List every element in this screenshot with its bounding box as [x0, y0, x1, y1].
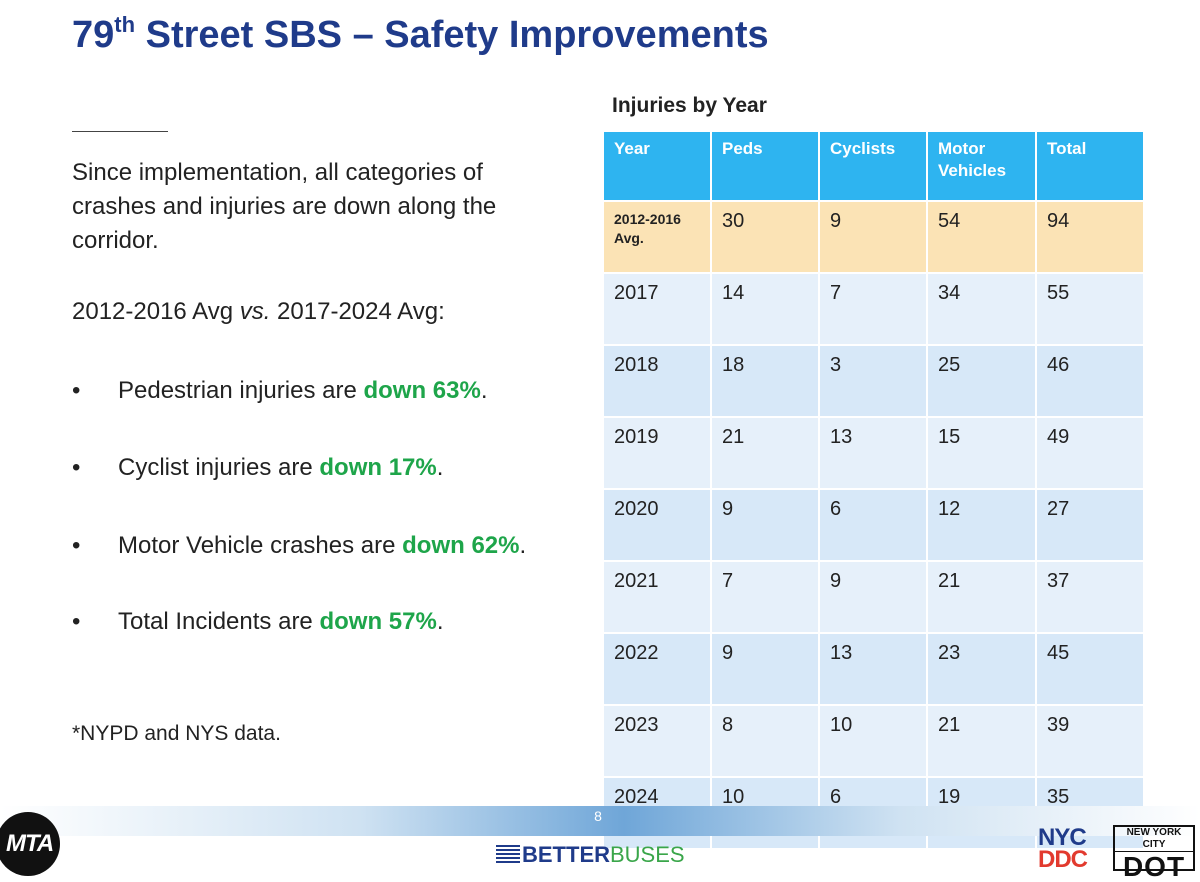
table-cell: 30 [710, 200, 820, 274]
table-title: Injuries by Year [612, 94, 767, 117]
table-cell: 49 [1035, 416, 1145, 490]
bullet-total: • Total Incidents are down 57%. [72, 608, 444, 635]
table-cell: 55 [1035, 272, 1145, 346]
mta-logo-text: MTA [6, 830, 54, 857]
speed-lines-icon [496, 845, 520, 865]
table-cell: 9 [818, 200, 928, 274]
nyc-dot-logo: NEW YORK CITY DOT [1113, 825, 1195, 882]
table-cell: 45 [1035, 632, 1145, 706]
bullet-dot: • [72, 608, 81, 635]
table-cell: 54 [926, 200, 1037, 274]
table-cell: 2019 [602, 416, 712, 490]
header-year: Year [602, 130, 712, 202]
table-cell: 9 [710, 632, 820, 706]
highlight-percent: down 63% [363, 377, 481, 404]
title-text: Street SBS – Safety Improvements [135, 14, 769, 56]
table-cell: 13 [818, 416, 928, 490]
table-cell: 6 [818, 488, 928, 562]
highlight-percent: down 17% [319, 454, 437, 481]
table-cell: 34 [926, 272, 1037, 346]
table-cell: 23 [926, 632, 1037, 706]
page-title: 79th Street SBS – Safety Improvements [72, 12, 769, 57]
table-cell: 12 [926, 488, 1037, 562]
table-cell: 3 [818, 344, 928, 418]
table-row: 2020 9 6 12 27 [602, 488, 1145, 562]
bullet-dot: • [72, 532, 81, 559]
table-cell: 15 [926, 416, 1037, 490]
bullet-dot: • [72, 377, 81, 404]
divider [72, 131, 168, 132]
injuries-table: Year Peds Cyclists Motor Vehicles Total … [602, 130, 1145, 850]
table-cell: 21 [926, 704, 1037, 778]
comparison-label: 2012-2016 Avg vs. 2017-2024 Avg: [72, 298, 445, 325]
table-cell: 9 [818, 560, 928, 634]
page-number: 8 [594, 808, 602, 824]
table-row: 2012-2016 Avg. 30 9 54 94 [602, 200, 1145, 274]
header-peds: Peds [710, 130, 820, 202]
bullet-cyclist: • Cyclist injuries are down 17%. [72, 454, 444, 481]
table-row: 2018 18 3 25 46 [602, 344, 1145, 418]
table-row: 2022 9 13 23 45 [602, 632, 1145, 706]
intro-text: Since implementation, all categories of … [72, 159, 497, 254]
table-cell: 21 [926, 560, 1037, 634]
table-cell: 8 [710, 704, 820, 778]
table-cell: 37 [1035, 560, 1145, 634]
table-cell: 94 [1035, 200, 1145, 274]
table-cell: 27 [1035, 488, 1145, 562]
table-cell: 25 [926, 344, 1037, 418]
table-cell: 9 [710, 488, 820, 562]
footer-band [0, 806, 1200, 836]
table-cell: 46 [1035, 344, 1145, 418]
table-header-row: Year Peds Cyclists Motor Vehicles Total [602, 130, 1145, 202]
table-row: 2017 14 7 34 55 [602, 272, 1145, 346]
table-cell: 2012-2016 Avg. [602, 200, 712, 274]
table-cell: 21 [710, 416, 820, 490]
table-row: 2021 7 9 21 37 [602, 560, 1145, 634]
table-cell: 10 [818, 704, 928, 778]
table-cell: 2018 [602, 344, 712, 418]
table-cell: 2022 [602, 632, 712, 706]
source-note: *NYPD and NYS data. [72, 722, 281, 745]
table-cell: 2023 [602, 704, 712, 778]
table-cell: 13 [818, 632, 928, 706]
table-cell: 7 [818, 272, 928, 346]
table-row: 2019 21 13 15 49 [602, 416, 1145, 490]
header-cyclists: Cyclists [818, 130, 928, 202]
bullet-pedestrian: • Pedestrian injuries are down 63%. [72, 377, 488, 404]
highlight-percent: down 57% [319, 608, 437, 635]
title-superscript: th [114, 12, 136, 37]
bullet-dot: • [72, 454, 81, 481]
nyc-ddc-logo: NYC DDC [1038, 824, 1088, 873]
table-cell: 2020 [602, 488, 712, 562]
header-motor-vehicles: Motor Vehicles [926, 130, 1037, 202]
header-total: Total [1035, 130, 1145, 202]
table-cell: 18 [710, 344, 820, 418]
better-buses-logo: BETTERBUSES [496, 842, 685, 868]
table-cell: 2021 [602, 560, 712, 634]
table-cell: 2017 [602, 272, 712, 346]
table-cell: 7 [710, 560, 820, 634]
table-cell: 14 [710, 272, 820, 346]
table-cell: 39 [1035, 704, 1145, 778]
highlight-percent: down 62% [402, 532, 520, 559]
title-number: 79 [72, 14, 115, 56]
table-row: 2023 8 10 21 39 [602, 704, 1145, 778]
mta-logo-icon [0, 812, 60, 876]
bullet-motor-vehicle: • Motor Vehicle crashes are down 62%. [72, 532, 527, 559]
